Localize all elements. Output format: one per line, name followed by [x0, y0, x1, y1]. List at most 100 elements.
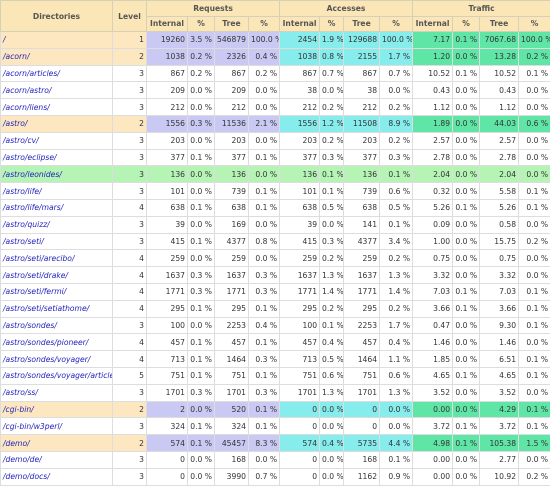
- value-cell: 1.46: [412, 333, 454, 352]
- value-cell: 457: [146, 333, 188, 352]
- row: /astro/leonides/3 136 0.0 % 136 0.0 % 136 0.1 …: [0, 165, 550, 184]
- directory-link[interactable]: /acorn/articles/: [3, 68, 60, 78]
- value-cell: 1.4 %: [319, 282, 345, 301]
- directory-link[interactable]: /acorn/liens/: [3, 102, 50, 112]
- directory-link[interactable]: /astro/life/: [3, 186, 42, 196]
- value-cell: 377: [214, 148, 249, 167]
- level-cell: 3: [112, 182, 147, 200]
- value-cell: 295: [343, 299, 381, 318]
- value-cell: 141: [343, 215, 381, 234]
- value-cell: 0.0 %: [518, 249, 550, 268]
- value-cell: 3990: [214, 467, 249, 486]
- directory-link[interactable]: /acorn/astro/: [3, 85, 52, 95]
- value-cell: 0.1 %: [452, 31, 481, 49]
- directory-link[interactable]: /astro/seti/: [3, 236, 44, 246]
- value-cell: 0.8 %: [319, 47, 345, 66]
- value-cell: 0.7 %: [319, 64, 345, 83]
- value-cell: 212: [214, 98, 249, 116]
- directory-link[interactable]: /astro/sondes/: [3, 320, 57, 330]
- value-cell: 4.29: [479, 400, 520, 419]
- directory-link[interactable]: /acorn/: [3, 52, 30, 62]
- value-cell: 739: [343, 182, 381, 200]
- directory-cell: /astro/sondes/pioneer/: [0, 333, 113, 352]
- value-cell: 0.0 %: [452, 215, 481, 234]
- value-cell: 0.1 %: [187, 434, 215, 452]
- value-cell: 136: [214, 165, 249, 184]
- directory-link[interactable]: /astro/ss/: [3, 388, 38, 398]
- directory-link[interactable]: /astro/seti/fermi/: [3, 287, 67, 297]
- directory-link[interactable]: /astro/sondes/voyager/: [3, 354, 91, 364]
- value-cell: 0.1 %: [247, 333, 281, 352]
- directory-link[interactable]: /astro/: [3, 119, 28, 129]
- group-header: Traffic: [412, 0, 550, 17]
- value-cell: 1.5 %: [518, 434, 550, 452]
- directory-link[interactable]: /astro/sondes/pioneer/: [3, 337, 89, 347]
- value-cell: 0.3 %: [187, 282, 215, 301]
- value-cell: 1.20: [412, 47, 454, 66]
- directory-link[interactable]: /astro/cv/: [3, 136, 39, 146]
- directory-link[interactable]: /astro/seti/setiathome/: [3, 304, 90, 314]
- value-cell: 0.2 %: [379, 299, 414, 318]
- directory-link[interactable]: /astro/eclipse/: [3, 152, 57, 162]
- value-cell: 1.7 %: [379, 316, 414, 335]
- directory-link[interactable]: /: [3, 35, 6, 45]
- value-cell: 3.72: [479, 417, 520, 436]
- value-cell: 0.4 %: [247, 47, 281, 66]
- level-cell: 3: [112, 131, 147, 150]
- value-cell: 100.0 %: [518, 31, 550, 49]
- value-cell: 1701: [279, 383, 321, 402]
- value-cell: 0.43: [479, 81, 520, 100]
- value-cell: 38: [279, 81, 321, 100]
- row: /astro/seti/drake/4 1637 0.3 % 1637 0.3 % 163…: [0, 266, 550, 284]
- value-cell: 0.0 %: [247, 98, 281, 116]
- value-cell: 8.9 %: [379, 114, 414, 133]
- value-cell: 2: [146, 400, 188, 419]
- directory-cell: /astro/ss/: [0, 383, 113, 402]
- value-cell: 0.1 %: [187, 198, 215, 217]
- value-cell: 1.3 %: [379, 266, 414, 284]
- directory-link[interactable]: /astro/seti/arecibo/: [3, 253, 75, 263]
- value-cell: 0: [279, 450, 321, 469]
- directory-link[interactable]: /astro/quizz/: [3, 220, 50, 230]
- value-cell: 0.1 %: [518, 282, 550, 301]
- value-cell: 0.1 %: [452, 366, 481, 385]
- value-cell: 457: [343, 333, 381, 352]
- value-cell: 0.0 %: [319, 450, 345, 469]
- value-cell: 259: [214, 249, 249, 268]
- value-cell: 0.0 %: [187, 98, 215, 116]
- directory-link[interactable]: /astro/sondes/voyager/article/: [3, 371, 113, 381]
- value-cell: 39: [279, 215, 321, 234]
- value-cell: 751: [343, 366, 381, 385]
- directory-link[interactable]: /astro/seti/drake/: [3, 270, 68, 280]
- value-cell: 1.89: [412, 114, 454, 133]
- directory-cell: /: [0, 31, 113, 49]
- value-cell: 2.1 %: [247, 114, 281, 133]
- value-cell: 7.03: [479, 282, 520, 301]
- level-cell: 4: [112, 198, 147, 217]
- directory-link[interactable]: /cgi-bin/: [3, 404, 34, 414]
- value-cell: 0.0 %: [247, 215, 281, 234]
- level-cell: 3: [112, 98, 147, 116]
- value-cell: 0.3 %: [247, 266, 281, 284]
- directory-link[interactable]: /demo/docs/: [3, 472, 50, 482]
- directory-link[interactable]: /astro/life/mars/: [3, 203, 64, 213]
- level-cell: 2: [112, 114, 147, 133]
- value-cell: 1771: [146, 282, 188, 301]
- value-cell: 212: [146, 98, 188, 116]
- value-cell: 1.7 %: [379, 47, 414, 66]
- value-cell: 0.1 %: [247, 182, 281, 200]
- directory-link[interactable]: /cgi-bin/w3perl/: [3, 421, 63, 431]
- value-cell: 0: [146, 450, 188, 469]
- value-cell: 0.0 %: [319, 417, 345, 436]
- value-cell: 324: [214, 417, 249, 436]
- value-cell: 38: [343, 81, 381, 100]
- value-cell: 4.4 %: [379, 434, 414, 452]
- directory-link[interactable]: /astro/leonides/: [3, 169, 62, 179]
- directory-link[interactable]: /demo/: [3, 438, 30, 448]
- value-cell: 0.0 %: [187, 316, 215, 335]
- directory-cell: /astro/life/: [0, 182, 113, 200]
- directory-link[interactable]: /demo/de/: [3, 455, 42, 465]
- value-cell: 7.17: [412, 31, 454, 49]
- level-cell: 3: [112, 148, 147, 167]
- value-cell: 0.1 %: [187, 299, 215, 318]
